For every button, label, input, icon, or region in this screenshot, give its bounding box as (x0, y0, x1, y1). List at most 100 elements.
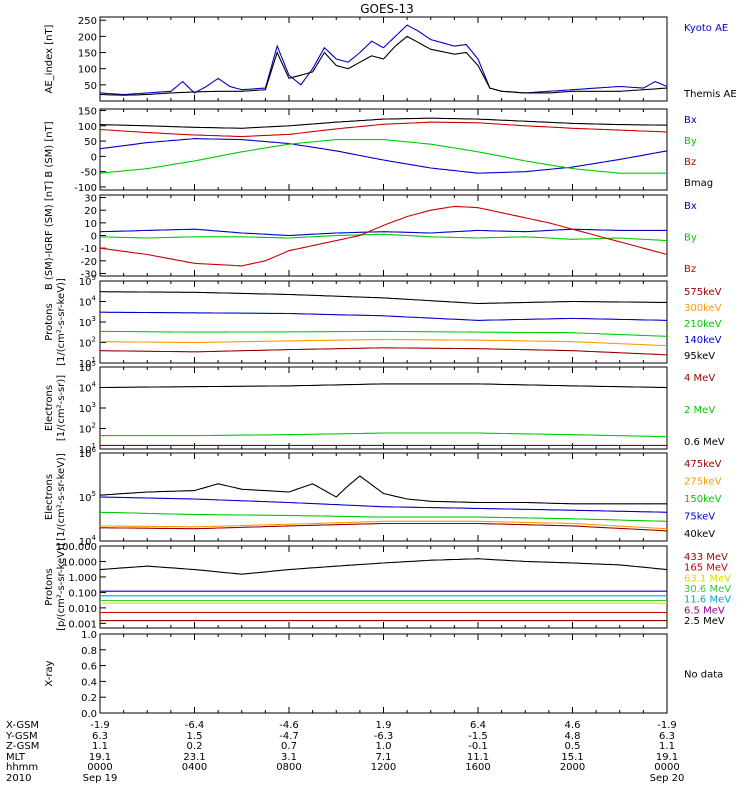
ephemeris-value: 1600 (465, 762, 490, 773)
series-label: 433 MeV (684, 552, 728, 563)
y-tick-label: 0.001 (68, 619, 97, 630)
series-line-150kev (99, 511, 668, 522)
ephemeris-value: -6.3 (374, 731, 394, 742)
series-label: 140keV (684, 335, 722, 346)
ephemeris-value: 19.1 (89, 752, 111, 763)
y-tick-label: 10.000 (62, 557, 97, 568)
ephemeris-value: -4.7 (279, 731, 299, 742)
ephemeris-value: 0000 (87, 762, 112, 773)
series-label: 575keV (684, 287, 722, 298)
panel-frame (99, 633, 668, 714)
series-label: 165 MeV (684, 563, 728, 574)
series-label: Kyoto AE (684, 23, 728, 34)
ephemeris-value: 7.1 (376, 752, 392, 763)
series-label: Themis AE (683, 89, 737, 100)
ephemeris-row-label: hhmm (6, 762, 38, 773)
series-line-by (99, 139, 667, 174)
ephemeris-value: -4.6 (279, 720, 299, 731)
ephemeris-value: 1.9 (376, 720, 392, 731)
y-tick-label: 0.6 (81, 662, 97, 673)
ephemeris-value: 23.1 (183, 752, 205, 763)
y-tick-label: 100 (78, 65, 97, 76)
y-tick-label: 100.000 (56, 542, 97, 553)
series-line-kyoto-ae (99, 24, 668, 96)
ephemeris-value: -6.4 (185, 720, 205, 731)
ephemeris-value: 0800 (276, 762, 301, 773)
ephemeris-value: -0.1 (468, 741, 488, 752)
y-axis-label: Electrons (44, 385, 55, 431)
y-tick-label: 1.000 (68, 573, 97, 584)
ephemeris-row-label: Y-GSM (5, 731, 38, 742)
ephemeris-value: 0400 (182, 762, 207, 773)
y-axis-label: [p/(cm²-s-sr-keV)] (56, 543, 67, 631)
series-label: By (684, 136, 697, 147)
series-label: 11.6 MeV (684, 595, 731, 606)
series-label: 210keV (684, 319, 722, 330)
y-tick-label: 20 (84, 206, 97, 217)
y-tick-label: 50 (84, 81, 97, 92)
series-line-bmag (99, 117, 668, 129)
ephemeris-value: 3.1 (281, 752, 297, 763)
series-line-40kev (99, 475, 667, 505)
series-line-575kev (100, 347, 668, 356)
series-label: 475keV (684, 459, 722, 470)
y-tick-label: 250 (78, 16, 97, 27)
series-label: Bz (684, 264, 696, 275)
series-label: Bx (684, 201, 697, 212)
series-label: 0.6 MeV (684, 437, 725, 448)
y-axis-label: [1/(cm²-s-sr-keV)] (56, 278, 67, 366)
series-label: Bx (684, 115, 697, 126)
ephemeris-value: -1.5 (468, 731, 488, 742)
series-line-bx (99, 138, 668, 174)
series-line-140kev (100, 311, 668, 321)
y-tick-label: -20 (81, 257, 97, 268)
panel-bsm: 150 100 50 0 -50 -100 B (SM) [nT] Bx By Bz Bmag (44, 107, 713, 194)
ephemeris-value: -1.9 (657, 720, 677, 731)
panel-frame (99, 194, 668, 277)
ephemeris-table: X-GSMY-GSMZ-GSMMLThhmm2010-1.96.31.119.1… (5, 720, 684, 784)
y-tick-label: 0.2 (81, 693, 97, 704)
series-line-475kev (100, 522, 668, 532)
panel-ae: 250 200 150 100 50 AE_index [nT] Kyoto AE Themi… (44, 16, 737, 102)
y-tick-label: 0 (91, 232, 97, 243)
y-tick-label: 30 (84, 194, 97, 205)
ephemeris-value: 0.2 (187, 741, 203, 752)
y-tick-label: 105 (79, 274, 96, 288)
y-tick-label: 1.0 (81, 630, 97, 641)
y-axis-label: B (SM)-IGRF (SM) [nT] (44, 181, 55, 290)
figure-title: GOES-13 (360, 2, 414, 16)
panel-frame (99, 545, 668, 629)
panel-frame (99, 108, 668, 191)
series-line-210kev (99, 330, 668, 337)
panel-protons2: 100.000 10.000 1.000 0.100 0.010 0.001 Protons… (44, 542, 731, 631)
series-line-2.5-mev (99, 558, 668, 575)
series-label: 2 MeV (684, 405, 715, 416)
y-tick-label: 105 (79, 360, 96, 374)
y-axis-label: [1/(cm²-s-sr)] (56, 375, 67, 441)
ephemeris-value: 0000 (654, 762, 679, 773)
series-label: By (684, 233, 697, 244)
ephemeris-row-label: Z-GSM (6, 741, 39, 752)
y-tick-label: -50 (81, 168, 97, 179)
y-tick-label: -100 (74, 183, 97, 194)
ephemeris-value: 4.6 (565, 720, 581, 731)
y-axis-label: Electrons (44, 474, 55, 520)
y-tick-label: 0.0 (81, 709, 97, 720)
y-tick-label: 0.010 (68, 604, 97, 615)
y-axis-label: [1/(cm²-s-sr-keV)] (56, 453, 67, 541)
ephemeris-value: -1.9 (90, 720, 110, 731)
y-axis-label: X-ray (44, 660, 55, 686)
series-line-275kev (99, 520, 668, 530)
series-line-themis-ae (99, 35, 668, 96)
ephemeris-value: 19.1 (656, 752, 678, 763)
series-label: 30.6 MeV (684, 584, 731, 595)
series-label: 4 MeV (684, 373, 715, 384)
ephemeris-row-label: MLT (6, 752, 26, 763)
y-tick-label: 100 (78, 122, 97, 133)
ephemeris-row-label: X-GSM (6, 720, 39, 731)
y-tick-label: 104 (79, 295, 97, 309)
series-line-by (99, 233, 668, 242)
